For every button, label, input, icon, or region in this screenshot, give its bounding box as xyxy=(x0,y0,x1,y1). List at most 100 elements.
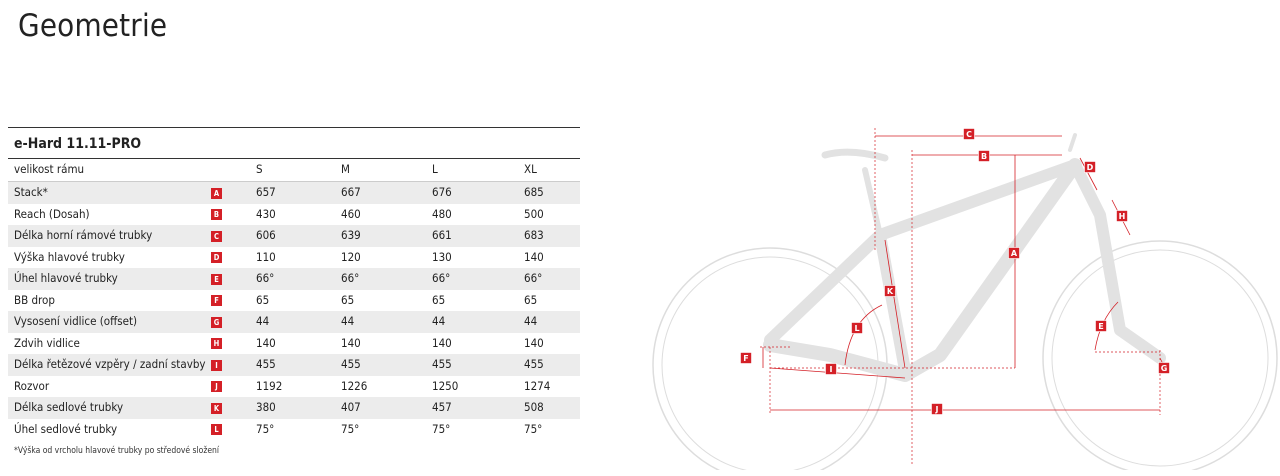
row-label: Rozvor xyxy=(14,378,50,393)
table-cell: 110 xyxy=(256,249,276,264)
table-row: BB drop F 65 65 65 65 xyxy=(8,290,580,312)
table-cell: 140 xyxy=(256,335,276,350)
model-name: e-Hard 11.11-PRO xyxy=(8,128,580,159)
dimension-badge: C xyxy=(211,230,222,242)
table-cell: 44 xyxy=(432,314,446,328)
label-badge xyxy=(1084,161,1096,173)
dimension-letter: C xyxy=(966,130,972,139)
table-row: Délka řetězové vzpěry / zadní stavby I 455… xyxy=(8,354,580,376)
label-badge xyxy=(931,403,943,415)
table-cell: 66° xyxy=(256,271,275,285)
dimension-letter: G xyxy=(1161,364,1168,373)
dimension-badge: E xyxy=(211,273,222,285)
dimension-letter: H xyxy=(1119,212,1126,221)
row-label: Délka sedlové trubky xyxy=(14,400,124,414)
page-title: Geometrie xyxy=(18,8,168,44)
dimension-badge: I xyxy=(211,359,222,371)
label-badge xyxy=(884,285,896,297)
dimension-badge: L xyxy=(211,424,222,435)
table-cell: 480 xyxy=(432,206,452,221)
reference-lines xyxy=(760,128,1161,465)
table-row: Délka horní rámové trubky C 606 639 661 683 xyxy=(8,225,580,247)
dimension-badge: H xyxy=(211,338,222,349)
size-label: velikost rámu xyxy=(14,162,85,176)
table-cell: 140 xyxy=(524,249,544,264)
table-cell: 667 xyxy=(341,185,361,199)
row-label: BB drop xyxy=(14,292,55,307)
label-badge xyxy=(1158,362,1170,374)
dimension-letter: F xyxy=(743,354,748,363)
table-cell: 75° xyxy=(256,421,275,436)
dimension-badge: D xyxy=(211,252,222,263)
header-row: velikost rámu S M L XL xyxy=(8,159,580,182)
row-label: Reach (Dosah) xyxy=(14,206,90,221)
table-cell: 130 xyxy=(432,249,452,264)
table-row: Úhel sedlové trubky L 75° 75° 75° 75° xyxy=(8,419,580,441)
row-label: Vysosení vidlice (offset) xyxy=(14,314,138,328)
label-badge xyxy=(740,352,752,364)
dimension-letter: B xyxy=(981,152,987,161)
label-badge xyxy=(825,363,837,375)
table-cell: 140 xyxy=(432,335,452,350)
table-cell: 66° xyxy=(341,271,360,285)
table-cell: 65 xyxy=(256,292,270,307)
table-cell: 140 xyxy=(524,335,544,350)
table-cell: 639 xyxy=(341,228,361,242)
table-cell: 657 xyxy=(256,185,276,199)
table-cell: 44 xyxy=(256,314,270,328)
table-cell: 44 xyxy=(341,314,355,328)
table-cell: 430 xyxy=(256,206,276,221)
row-label: Zdvih vidlice xyxy=(14,335,80,350)
dimension-letter: D xyxy=(1087,163,1094,172)
row-label: Délka řetězové vzpěry / zadní stavby xyxy=(14,357,206,371)
row-label: Výška hlavové trubky xyxy=(14,249,125,264)
row-label: Úhel hlavové trubky xyxy=(14,271,118,285)
table-body: Stack* A 657 667 676 685 Reach (Dosah) B 430 460 4… xyxy=(8,182,580,440)
table-cell: 66° xyxy=(524,271,543,285)
dimension-letter: L xyxy=(854,324,859,333)
table-cell: 75° xyxy=(341,421,360,436)
table-row: Výška hlavové trubky D 110 120 130 140 xyxy=(8,247,580,269)
table-cell: 65 xyxy=(341,292,355,307)
table-cell: 66° xyxy=(432,271,451,285)
label-badge xyxy=(851,322,863,334)
bike-diagram: A B C D E F G H I J K L xyxy=(652,128,1278,470)
table-cell: 1226 xyxy=(341,378,368,393)
dimension-badge: F xyxy=(211,295,222,306)
table-row: Délka sedlové trubky K 380 407 457 508 xyxy=(8,397,580,419)
table-row: Úhel hlavové trubky E 66° 66° 66° 66° xyxy=(8,268,580,290)
table-cell: 661 xyxy=(432,228,452,242)
table-cell: 500 xyxy=(524,206,544,221)
frame xyxy=(763,133,1166,382)
table-cell: 407 xyxy=(341,400,361,414)
table-cell: 140 xyxy=(341,335,361,350)
table-cell: 75° xyxy=(524,421,543,436)
row-label: Úhel sedlové trubky xyxy=(14,421,118,436)
dimension-badge: J xyxy=(211,381,222,392)
footnote: *Výška od vrcholu hlavové trubky po stře… xyxy=(14,446,220,456)
table-cell: 460 xyxy=(341,206,361,221)
dimension-labels: A B C D E F G H I J K L xyxy=(740,128,1170,415)
table-row: Rozvor J 1192 1226 1250 1274 xyxy=(8,376,580,398)
table-cell: 457 xyxy=(432,400,452,414)
row-label: Stack* xyxy=(14,185,48,199)
row-label: Délka horní rámové trubky xyxy=(14,228,153,242)
table-cell: 44 xyxy=(524,314,538,328)
label-badge xyxy=(978,150,990,162)
table-row: Stack* A 657 667 676 685 xyxy=(8,182,580,204)
table-cell: 455 xyxy=(341,357,361,371)
table-cell: 676 xyxy=(432,185,452,199)
table-cell: 606 xyxy=(256,228,276,242)
dimension-letter: K xyxy=(887,287,894,296)
table-cell: 455 xyxy=(524,357,544,371)
table-cell: 75° xyxy=(432,421,451,436)
label-badge xyxy=(1116,210,1128,222)
label-badge xyxy=(1095,320,1107,332)
table-cell: 508 xyxy=(524,400,544,414)
table-row: Vysosení vidlice (offset) G 44 44 44 44 xyxy=(8,311,580,333)
table-cell: 120 xyxy=(341,249,361,264)
table-cell: 1192 xyxy=(256,378,283,393)
dimension-badge: A xyxy=(211,187,222,199)
table-cell: 380 xyxy=(256,400,276,414)
